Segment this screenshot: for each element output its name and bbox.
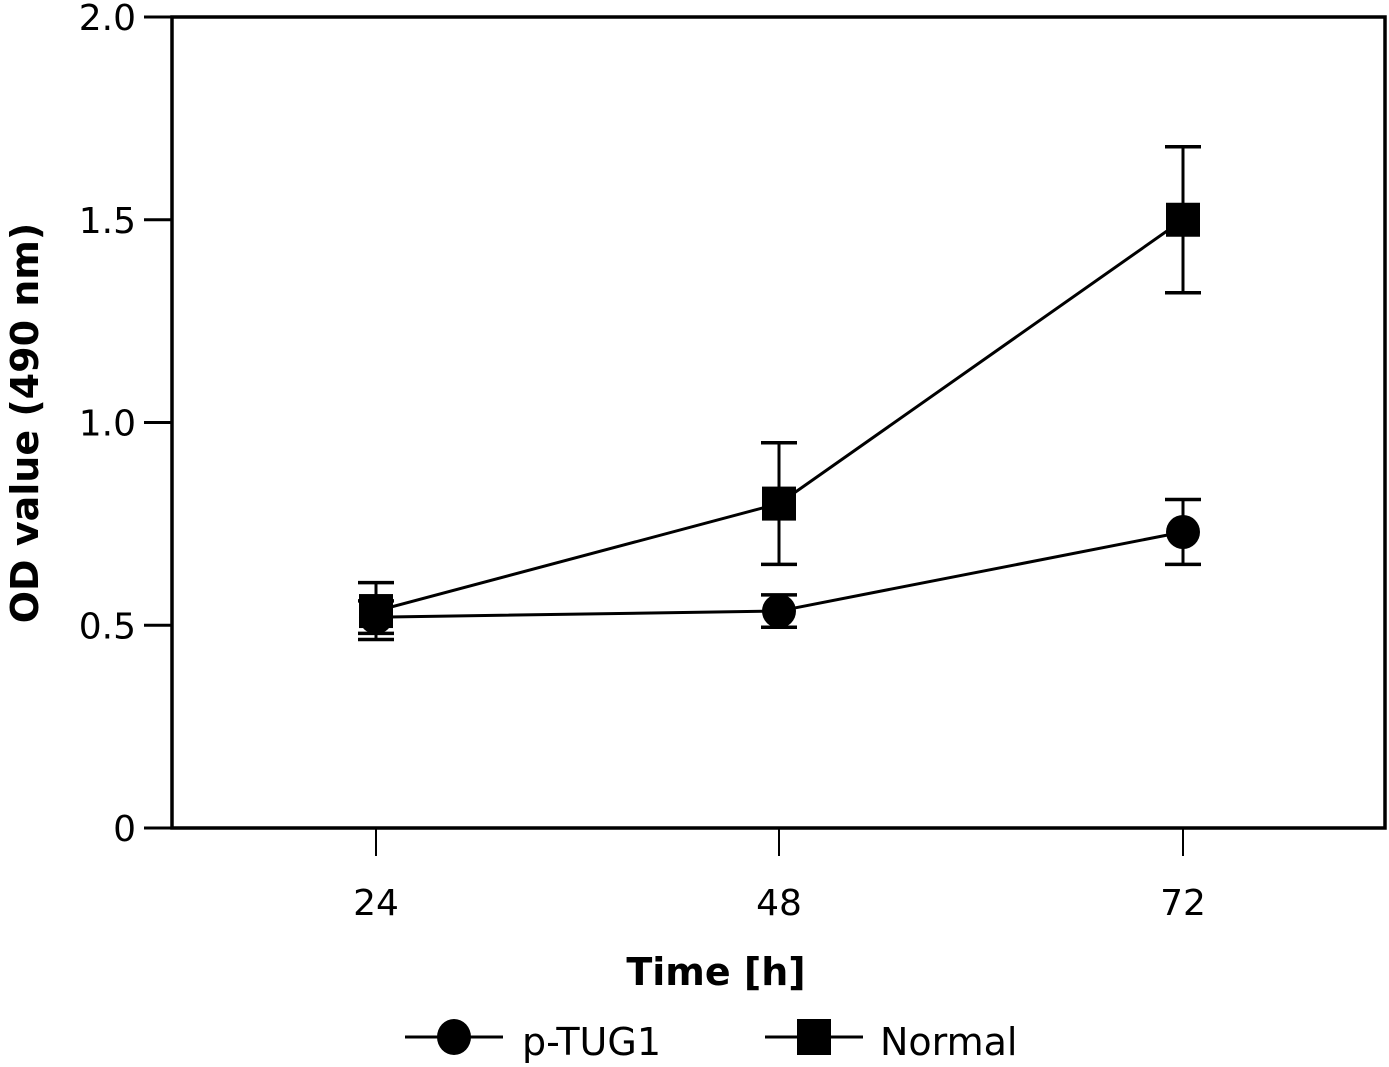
- x-axis: 24 48 72: [353, 828, 1206, 924]
- y-tick-label: 0.5: [79, 606, 136, 647]
- y-tick-label: 1.5: [79, 201, 136, 242]
- y-tick-label: 2.0: [79, 0, 136, 39]
- legend: p-TUG1 Normal: [405, 1019, 1018, 1064]
- series-normal: [358, 145, 1201, 642]
- y-axis: 0 0.5 1.0 1.5 2.0: [79, 0, 172, 850]
- x-tick-label: 24: [353, 883, 399, 924]
- x-axis-title: Time [h]: [626, 950, 805, 994]
- legend-marker-circle: [437, 1019, 471, 1055]
- legend-label: p-TUG1: [522, 1020, 661, 1064]
- x-tick-label: 72: [1160, 883, 1206, 924]
- legend-label: Normal: [880, 1020, 1018, 1064]
- y-axis-title: OD value (490 nm): [3, 223, 47, 624]
- y-tick-label: 0: [113, 809, 136, 850]
- legend-item-normal: Normal: [765, 1019, 1018, 1064]
- legend-item-p-tug1: p-TUG1: [405, 1019, 661, 1064]
- x-tick-label: 48: [756, 883, 802, 924]
- data-point-square: [359, 594, 393, 629]
- data-point-square: [1166, 202, 1200, 237]
- legend-marker-square: [797, 1019, 831, 1055]
- plot-frame: [170, 15, 1387, 830]
- series-group: [358, 145, 1201, 642]
- y-tick-label: 1.0: [79, 404, 136, 445]
- data-point-circle: [1166, 514, 1200, 549]
- data-point-square: [762, 486, 796, 521]
- data-point-circle: [762, 594, 796, 629]
- plot-border: [170, 15, 1387, 830]
